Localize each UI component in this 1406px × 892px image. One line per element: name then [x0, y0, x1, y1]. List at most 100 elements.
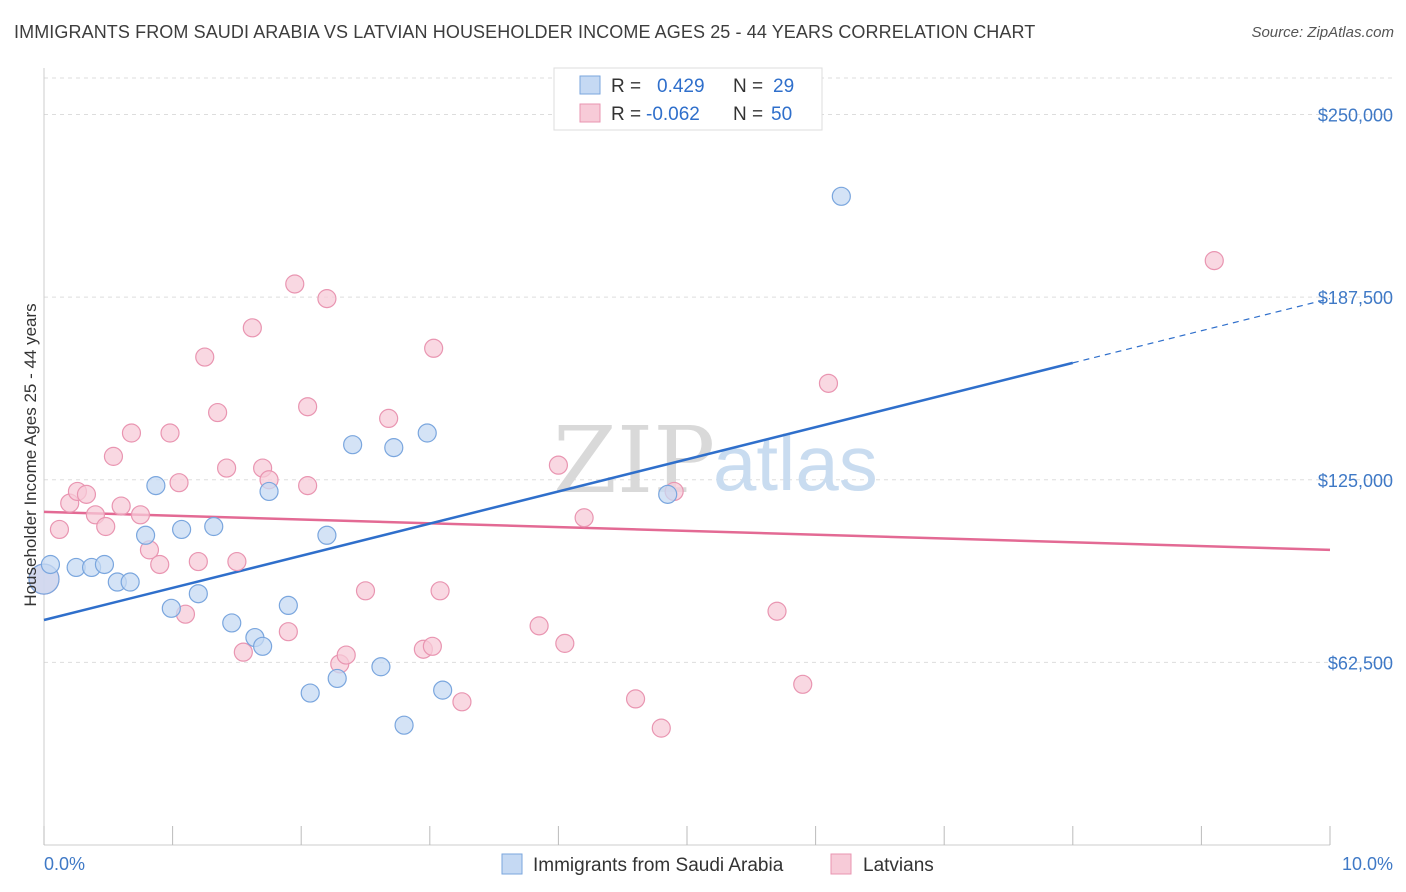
axes [43, 68, 1331, 846]
legend-n-label-1: N = [733, 76, 763, 97]
point-latvians [130, 505, 151, 525]
point-latvians [298, 476, 318, 496]
watermark: ZIP atlas [553, 407, 878, 514]
point-saudi [831, 186, 851, 206]
data-points [28, 186, 1224, 738]
point-saudi [161, 598, 181, 618]
point-saudi [658, 484, 678, 504]
point-latvians [574, 508, 594, 528]
x-tick-labels: 0.0% 10.0% [44, 854, 1393, 874]
trend-line-latvians [43, 510, 1331, 552]
watermark-zip: ZIP [553, 407, 715, 514]
point-saudi [343, 435, 363, 455]
point-latvians [767, 601, 787, 621]
point-saudi [172, 519, 192, 540]
point-saudi [384, 438, 404, 458]
trend-extension-saudi [1072, 298, 1331, 364]
correlation-legend: R = 0.429 N = 29 R = -0.062 N = 50 [553, 67, 823, 131]
legend-r-value-1: 0.429 [657, 76, 705, 97]
x-tick-label: 10.0% [1342, 854, 1393, 874]
point-latvians [355, 581, 376, 601]
y-tick-label: $125,000 [1318, 471, 1393, 491]
point-saudi [40, 554, 61, 575]
point-latvians [188, 551, 208, 572]
point-saudi [188, 584, 208, 604]
y-tick-label: $250,000 [1318, 106, 1393, 126]
point-saudi [204, 516, 224, 537]
point-saudi [317, 525, 337, 545]
point-latvians [452, 692, 472, 712]
point-latvians [217, 458, 237, 478]
point-latvians [285, 274, 305, 294]
legend-r-label-2: R = [611, 104, 641, 125]
y-axis-title: Householder Income Ages 25 - 44 years [21, 303, 40, 606]
point-latvians [529, 616, 549, 636]
point-latvians [1204, 251, 1224, 271]
legend-label-latvians: Latvians [863, 855, 934, 876]
point-latvians [227, 551, 247, 572]
point-latvians [150, 554, 170, 575]
legend-n-value-1: 29 [773, 76, 794, 97]
point-latvians [430, 581, 450, 601]
legend-swatch-saudi [501, 853, 523, 875]
y-tick-label: $187,500 [1318, 288, 1393, 308]
point-latvians [242, 318, 262, 338]
legend-swatch-latvians [830, 853, 852, 875]
point-saudi [278, 595, 298, 616]
source-credit: Source: ZipAtlas.com [1251, 24, 1394, 41]
point-latvians [555, 633, 575, 653]
point-latvians [424, 338, 444, 358]
trend-line-saudi [43, 361, 1074, 622]
point-latvians [121, 423, 142, 443]
point-latvians [336, 645, 356, 665]
point-latvians [625, 689, 646, 709]
point-saudi [222, 613, 242, 633]
series-legend: Immigrants from Saudi Arabia Latvians [501, 853, 934, 876]
point-latvians [379, 408, 399, 429]
legend-r-value-2: -0.062 [646, 104, 700, 125]
point-latvians [548, 455, 569, 475]
point-saudi [433, 680, 453, 700]
point-latvians [103, 446, 124, 466]
point-latvians [422, 636, 442, 656]
legend-n-value-2: 50 [771, 104, 792, 125]
point-saudi [253, 636, 273, 656]
point-latvians [208, 402, 228, 423]
chart-title: IMMIGRANTS FROM SAUDI ARABIA VS LATVIAN … [14, 22, 1036, 42]
y-tick-label: $62,500 [1328, 653, 1393, 673]
point-latvians [317, 289, 337, 309]
point-saudi [417, 423, 437, 443]
point-saudi [327, 668, 347, 689]
point-latvians [96, 516, 116, 537]
watermark-atlas: atlas [713, 419, 878, 507]
point-latvians [298, 397, 318, 417]
point-saudi [371, 657, 391, 677]
y-tick-labels: $62,500 $125,000 $187,500 $250,000 [1318, 106, 1393, 674]
point-saudi [94, 554, 115, 575]
point-latvians [278, 622, 298, 642]
point-saudi [259, 481, 279, 502]
point-saudi [135, 525, 156, 545]
point-latvians [160, 423, 180, 443]
x-tick-label: 0.0% [44, 854, 85, 874]
legend-swatch-pink [579, 103, 601, 123]
point-saudi [146, 476, 166, 496]
point-latvians [169, 473, 189, 493]
point-latvians [651, 718, 671, 738]
legend-r-label-1: R = [611, 76, 641, 97]
legend-n-label-2: N = [733, 104, 763, 125]
point-saudi [120, 572, 140, 592]
point-saudi [300, 683, 320, 703]
legend-label-saudi: Immigrants from Saudi Arabia [533, 855, 784, 876]
point-saudi [394, 715, 414, 735]
point-latvians [49, 519, 70, 540]
point-latvians [195, 347, 215, 367]
point-latvians [233, 642, 253, 662]
legend-swatch-blue [579, 75, 601, 95]
trend-lines [43, 298, 1331, 622]
point-latvians [793, 674, 813, 694]
grid-lines [44, 77, 1395, 663]
point-latvians [818, 373, 839, 393]
point-latvians [76, 484, 97, 504]
